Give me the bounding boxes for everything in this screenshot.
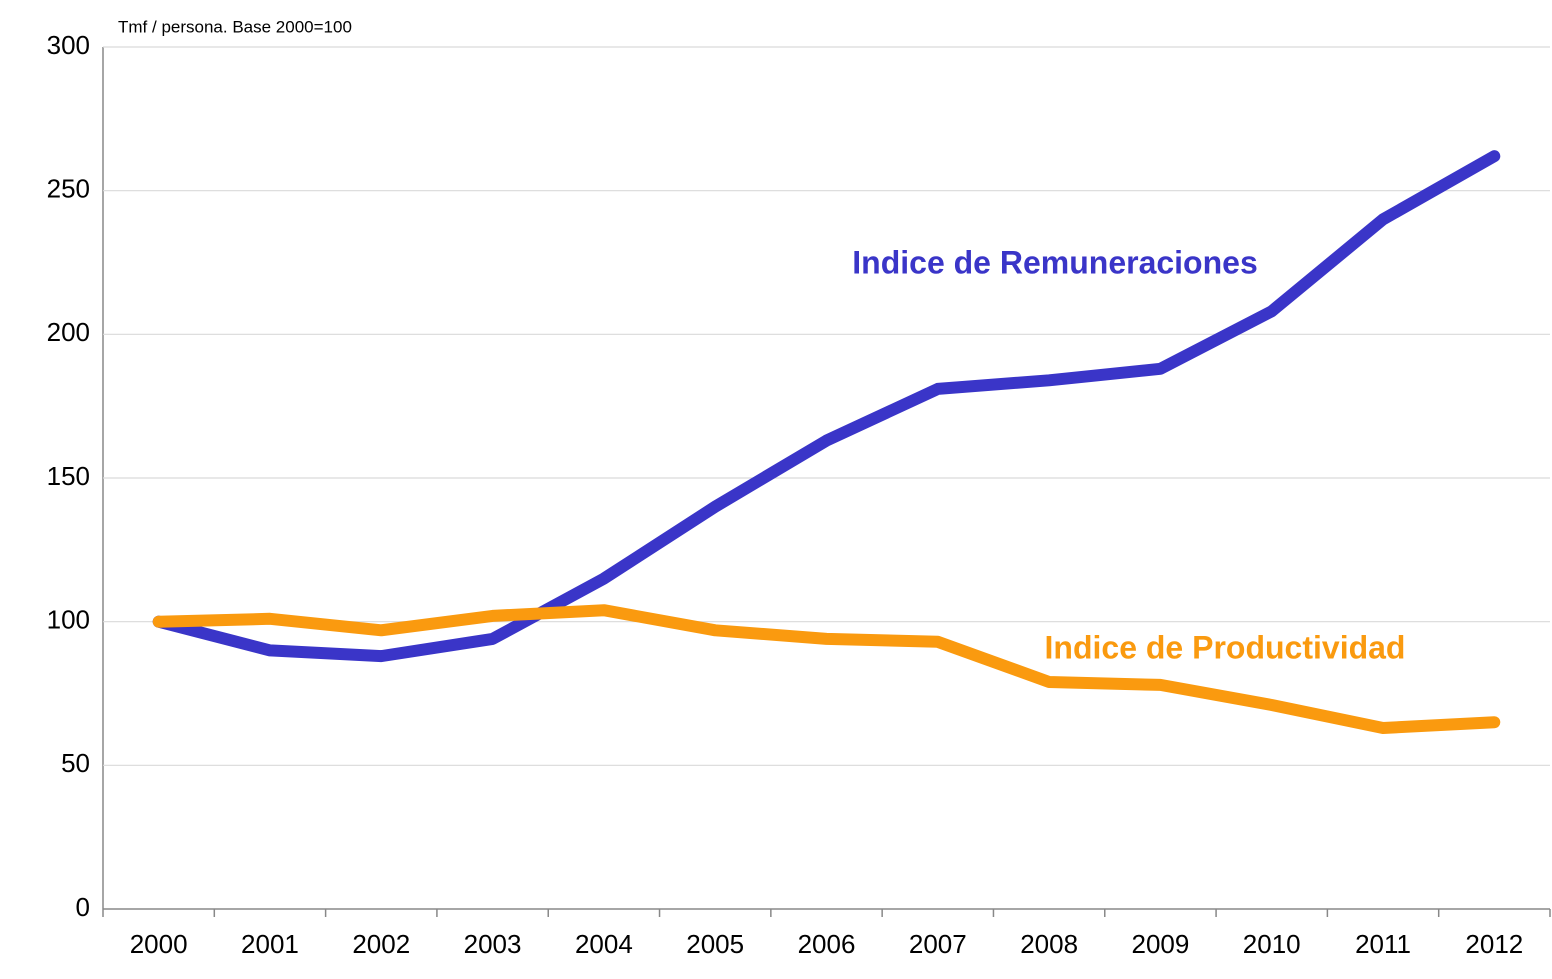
series-line [152,604,1501,734]
x-tick-label: 2002 [352,929,410,959]
y-tick-label: 250 [47,174,90,204]
x-tick-label: 2009 [1132,929,1190,959]
y-tick-label: 300 [47,30,90,60]
x-tick-label: 2007 [909,929,967,959]
x-tick-label: 2006 [798,929,856,959]
y-tick-label: 200 [47,317,90,347]
x-tick-label: 2000 [130,929,188,959]
series-label: Indice de Productividad [1045,629,1406,665]
y-tick-label: 150 [47,461,90,491]
x-tick-label: 2011 [1355,929,1411,959]
y-tick-label: 0 [76,892,90,922]
series-label: Indice de Remuneraciones [852,244,1257,280]
series-line [152,150,1501,663]
x-tick-label: 2005 [686,929,744,959]
x-tick-label: 2010 [1243,929,1301,959]
y-tick-label: 50 [61,748,90,778]
x-tick-label: 2012 [1465,929,1523,959]
chart-subtitle: Tmf / persona. Base 2000=100 [118,17,352,36]
x-tick-label: 2008 [1020,929,1078,959]
x-tick-label: 2001 [241,929,299,959]
x-tick-label: 2004 [575,929,633,959]
x-tick-label: 2003 [464,929,522,959]
y-tick-label: 100 [47,605,90,635]
